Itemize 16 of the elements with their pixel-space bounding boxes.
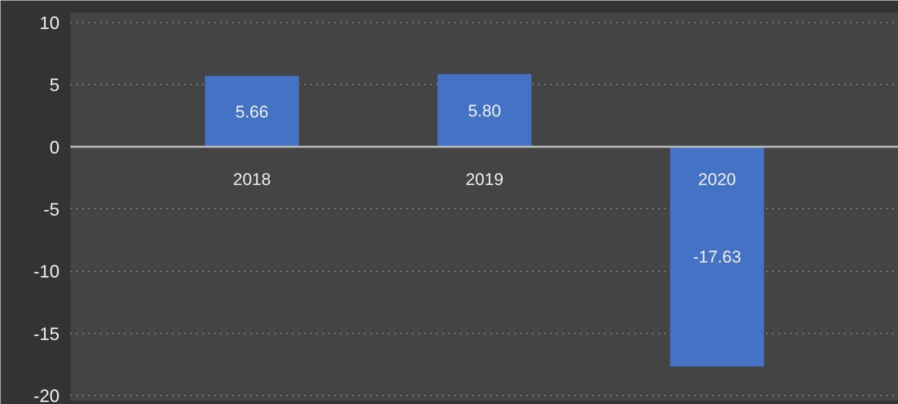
y-tick-label: 10 [39,12,60,33]
y-tick-label: -15 [33,324,60,344]
y-tick-label: -10 [33,262,60,282]
data-label: 5.66 [235,102,268,122]
bar [437,74,532,148]
data-label: 5.80 [468,102,502,121]
x-tick-label: 2018 [233,170,271,189]
data-label: -17.63 [692,247,742,266]
x-tick-label: 2020 [698,170,736,189]
bar [670,146,764,367]
bar [204,76,299,148]
y-tick-label: 0 [49,137,60,158]
y-tick-label: -20 [33,386,60,404]
y-tick-label: 5 [49,75,60,96]
y-tick-label: -5 [43,199,60,220]
x-tick-label: 2019 [466,170,504,189]
